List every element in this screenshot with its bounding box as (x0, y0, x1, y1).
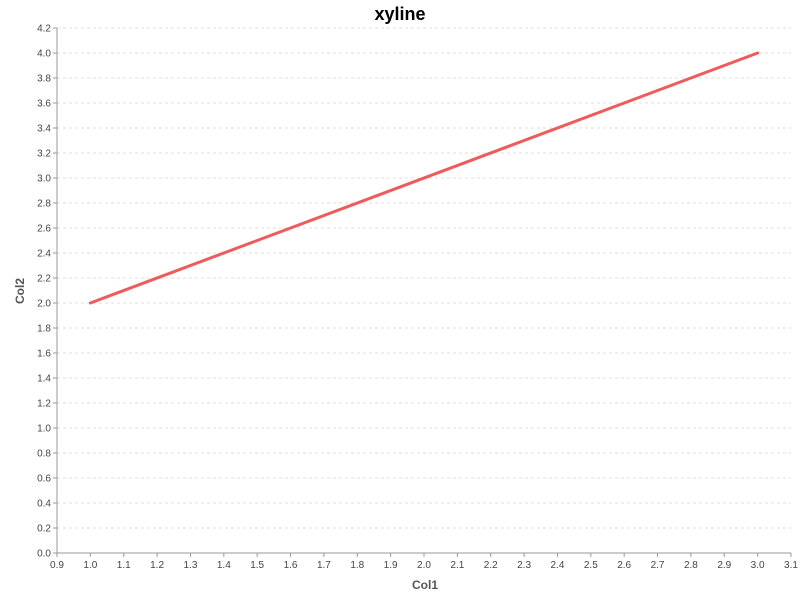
y-tick-label: 4.0 (37, 49, 51, 60)
y-tick-label: 2.4 (37, 249, 51, 260)
y-tick-label: 1.8 (37, 324, 51, 335)
x-tick-label: 1.2 (150, 560, 164, 571)
x-tick-label: 3.0 (751, 560, 765, 571)
y-tick-label: 2.6 (37, 224, 51, 235)
y-tick-label: 2.0 (37, 299, 51, 310)
y-tick-label: 3.2 (37, 149, 51, 160)
x-tick-label: 1.3 (184, 560, 198, 571)
x-tick-label: 0.9 (50, 560, 64, 571)
x-tick-label: 1.0 (83, 560, 97, 571)
series-layer (88, 51, 760, 305)
x-tick-label: 1.5 (250, 560, 264, 571)
x-tick-label: 1.6 (284, 560, 298, 571)
x-tick-label: 2.3 (517, 560, 531, 571)
y-tick-label: 0.4 (37, 499, 51, 510)
x-tick-label: 1.9 (384, 560, 398, 571)
tick-labels: 0.0 0.2 0.4 0.6 0.8 1.0 1.2 1.4 1.6 1.8 2.0 2.2 2.4 2… (37, 24, 798, 572)
y-tick-label: 3.6 (37, 99, 51, 110)
x-axis-label: Col1 (412, 578, 438, 592)
x-tick-label: 2.9 (717, 560, 731, 571)
y-axis-label: Col2 (13, 278, 27, 304)
grid-lines (57, 27, 791, 529)
y-tick-label: 4.2 (37, 24, 51, 35)
axes (53, 27, 792, 557)
x-tick-label: 1.1 (117, 560, 131, 571)
y-tick-label: 1.2 (37, 399, 51, 410)
x-tick-label: 2.5 (584, 560, 598, 571)
x-tick-label: 2.7 (651, 560, 665, 571)
y-tick-label: 1.6 (37, 349, 51, 360)
y-tick-label: 3.8 (37, 74, 51, 85)
x-tick-label: 2.6 (617, 560, 631, 571)
y-tick-label: 1.4 (37, 374, 51, 385)
x-tick-label: 2.8 (684, 560, 698, 571)
y-tick-label: 2.8 (37, 199, 51, 210)
x-tick-label: 2.1 (450, 560, 464, 571)
y-tick-label: 0.8 (37, 449, 51, 460)
x-tick-label: 1.7 (317, 560, 331, 571)
x-tick-label: 2.0 (417, 560, 431, 571)
y-tick-label: 0.6 (37, 474, 51, 485)
y-tick-label: 3.0 (37, 174, 51, 185)
x-tick-label: 2.4 (551, 560, 565, 571)
x-tick-label: 3.1 (784, 560, 798, 571)
chart-title: xyline (374, 4, 425, 24)
y-tick-label: 2.2 (37, 274, 51, 285)
y-tick-label: 1.0 (37, 424, 51, 435)
x-tick-label: 1.4 (217, 560, 231, 571)
y-tick-label: 3.4 (37, 124, 51, 135)
series-line-0 (88, 51, 760, 305)
x-tick-label: 2.2 (484, 560, 498, 571)
y-tick-label: 0.0 (37, 549, 51, 560)
y-tick-label: 0.2 (37, 524, 51, 535)
x-tick-label: 1.8 (350, 560, 364, 571)
